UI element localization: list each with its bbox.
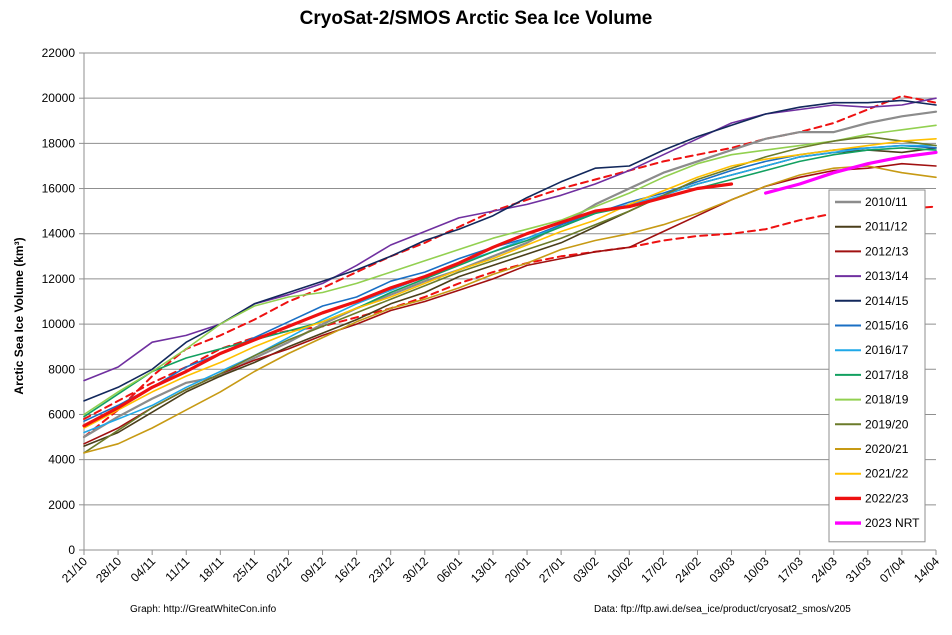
x-tick-label: 23/12: [366, 554, 397, 585]
x-tick-label: 10/03: [741, 554, 772, 585]
x-tick-label: 13/01: [468, 554, 499, 585]
legend-entry: 2018/19: [865, 393, 909, 407]
legend-entry: 2012/13: [865, 244, 909, 258]
x-tick-label: 27/01: [536, 554, 567, 585]
x-tick-label: 31/03: [843, 554, 874, 585]
y-tick-label: 14000: [42, 227, 76, 241]
legend-entry: 2019/20: [865, 417, 909, 431]
y-tick-label: 12000: [42, 272, 76, 286]
x-tick-label: 25/11: [230, 554, 261, 585]
x-tick-label: 14/04: [911, 554, 942, 585]
gridlines: [84, 52, 936, 506]
legend-entry: 2010/11: [865, 195, 908, 209]
series-lines: [82, 94, 938, 454]
series-line-2012-13: [83, 162, 937, 445]
y-tick-label: 4000: [48, 453, 75, 467]
y-tick-label: 22000: [42, 46, 76, 60]
x-tick-label: 17/03: [775, 554, 806, 585]
y-axis-label: Arctic Sea Ice Volume (km³): [12, 237, 26, 394]
x-tick-label: 24/02: [672, 554, 703, 585]
x-tick-label: 03/02: [570, 554, 601, 585]
legend-entry: 2017/18: [865, 368, 909, 382]
y-tick-label: 6000: [48, 407, 75, 421]
y-tick-label: 16000: [42, 182, 76, 196]
legend: 2010/11 2011/12 2012/13 2013/14 2014/15 2015/…: [828, 189, 926, 543]
legend-entry: 2011/12: [865, 220, 908, 234]
reference-line-dashed: [83, 94, 937, 438]
x-tick-label: 04/11: [128, 554, 159, 585]
x-tick-label: 28/10: [93, 554, 124, 585]
legend-entry: 2020/21: [865, 442, 909, 456]
y-tick-label: 0: [68, 543, 75, 557]
series-line-2020-21: [83, 165, 937, 454]
x-tick-label: 03/03: [707, 554, 738, 585]
series-line-2021-22: [83, 138, 937, 429]
y-tick-labels: 0 2000 4000 6000 8000 10000 12000 14000 16000 180…: [42, 46, 76, 557]
x-tick-label: 02/12: [263, 554, 294, 585]
x-tick-label: 07/04: [877, 554, 908, 585]
series-line-2023-nrt: [763, 150, 938, 195]
x-tick-label: 09/12: [298, 554, 329, 585]
x-tick-label: 21/10: [59, 554, 90, 585]
reference-line-dashed: [83, 205, 937, 420]
data-source-credit: Data: ftp://ftp.awi.de/sea_ice/product/c…: [594, 604, 851, 615]
y-tick-label: 20000: [42, 91, 76, 105]
legend-entry: 2016/17: [865, 343, 909, 357]
y-tick-label: 10000: [42, 317, 76, 331]
y-tick-label: 8000: [48, 362, 75, 376]
x-tick-label: 10/02: [604, 554, 635, 585]
legend-entry: 2013/14: [865, 269, 909, 283]
graph-credit: Graph: http://GreatWhiteCon.info: [130, 604, 277, 615]
x-tick-label: 24/03: [809, 554, 840, 585]
y-tick-label: 2000: [48, 498, 75, 512]
series-line-2022-23: [82, 182, 734, 428]
x-tick-label: 20/01: [502, 554, 533, 585]
x-tick-label: 11/11: [162, 554, 192, 584]
x-tick-label: 18/11: [196, 554, 227, 585]
series-line-2019-20: [83, 135, 937, 454]
legend-entry: 2015/16: [865, 319, 909, 333]
chart-title: CryoSat-2/SMOS Arctic Sea Ice Volume: [299, 8, 653, 29]
series-line-2018-19: [83, 124, 937, 416]
x-tick-labels: 21/10 28/10 04/11 11/11 18/11 25/11 02/12 09/12…: [59, 554, 942, 585]
legend-entry: 2014/15: [865, 294, 909, 308]
legend-entry: 2023 NRT: [865, 516, 920, 530]
x-tick-label: 16/12: [332, 554, 363, 585]
series-line-2016-17: [83, 144, 937, 434]
x-tick-label: 06/01: [434, 554, 465, 585]
axes: [79, 52, 937, 555]
y-tick-label: 18000: [42, 136, 76, 150]
legend-box: [828, 189, 926, 543]
series-line-2011-12: [83, 147, 937, 447]
x-tick-label: 30/12: [400, 554, 431, 585]
legend-entry: 2021/22: [865, 467, 909, 481]
series-line-2017-18: [83, 147, 937, 418]
x-tick-label: 17/02: [638, 554, 669, 585]
legend-entry: 2022/23: [865, 491, 909, 505]
